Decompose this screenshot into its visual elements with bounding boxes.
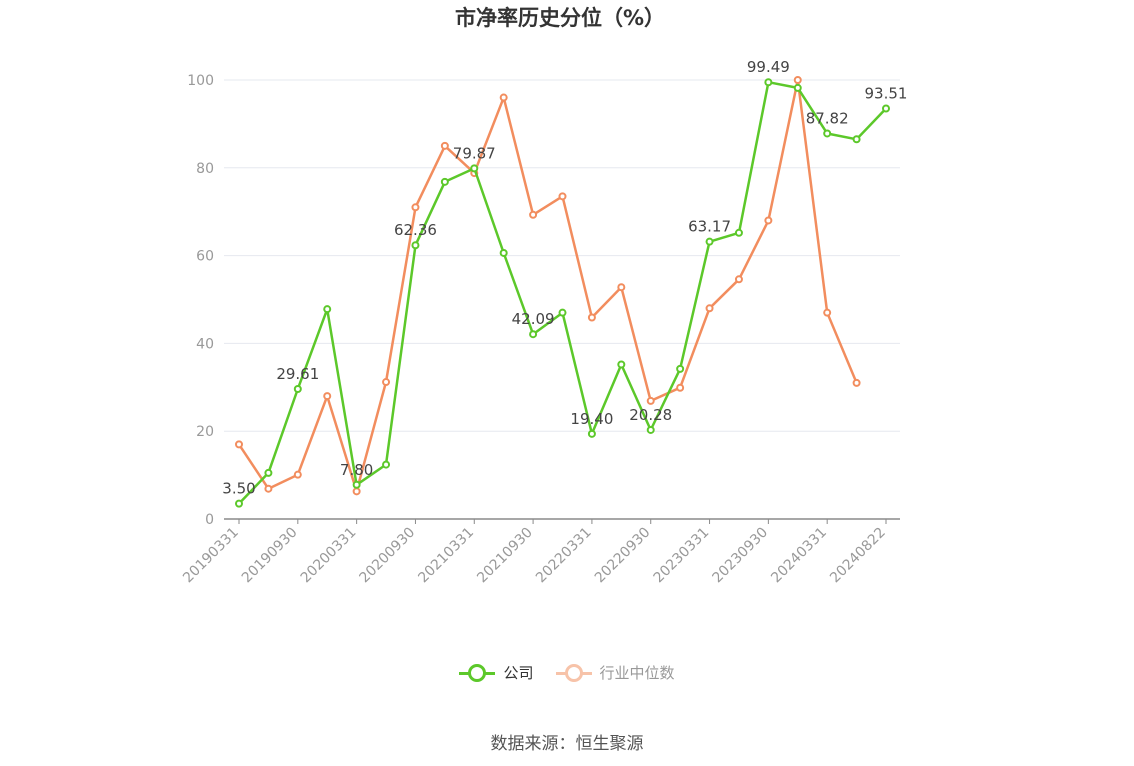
data-label-20200930: 62.36: [394, 221, 437, 239]
legend-item-company[interactable]: 公司: [459, 662, 534, 683]
legend-item-industry-median[interactable]: 行业中位数: [555, 662, 675, 683]
point-industry-median-20191231: [323, 392, 332, 401]
point-industry-median-20200630: [382, 378, 391, 387]
chart-title: 市净率历史分位（%）: [454, 6, 666, 30]
data-label-20240822: 93.51: [865, 84, 908, 102]
data-label-20200331: 7.80: [340, 461, 373, 479]
point-company-20201231: [440, 177, 449, 186]
point-industry-median-20220930: [646, 396, 655, 405]
point-industry-median-20220331: [587, 313, 596, 322]
point-industry-median-20190331: [235, 440, 243, 449]
point-company-20221231: [676, 364, 685, 373]
point-company-20190630: [264, 468, 273, 477]
point-industry-median-20221231: [676, 383, 685, 392]
legend-swatch-industry-median: [555, 663, 592, 682]
x-tick-label-20190930: 20190930: [239, 525, 301, 587]
point-company-20200630: [382, 460, 391, 469]
point-company-20240630: [852, 135, 861, 144]
point-industry-median-20230630: [734, 275, 743, 284]
point-company-20200331: [352, 480, 361, 489]
point-industry-median-20231231: [793, 76, 802, 84]
point-company-20210331: [470, 164, 479, 173]
point-company-20240822: [882, 104, 890, 113]
point-company-20230331: [705, 237, 714, 246]
point-company-20191231: [323, 305, 332, 314]
x-tick-label-20230331: 20230331: [651, 525, 713, 587]
y-tick-label-20: 20: [196, 424, 214, 440]
point-industry-median-20220630: [617, 283, 626, 292]
y-tick-label-0: 0: [205, 512, 214, 528]
point-industry-median-20200930: [411, 203, 420, 212]
x-tick-label-20210331: 20210331: [415, 525, 477, 587]
data-labels: 3.50 29.61 7.80 62.36 79.87 42.09 19.40 20.28 63…: [222, 58, 907, 497]
legend-label-company: 公司: [503, 664, 534, 682]
y-tick-label-100: 100: [187, 73, 214, 89]
data-source: 数据来源：恒生聚源: [490, 734, 644, 754]
point-company-20190930: [293, 385, 302, 394]
data-label-20240331: 87.82: [806, 109, 849, 127]
legend: 公司 行业中位数: [0, 662, 1134, 683]
point-company-20240331: [823, 129, 832, 138]
data-label-20220331: 19.40: [570, 410, 613, 428]
data-label-20210930: 42.09: [512, 310, 555, 328]
point-company-20210930: [529, 330, 538, 339]
point-industry-median-20190930: [293, 470, 302, 479]
series-lines: [235, 76, 890, 508]
x-tick-label-20200930: 20200930: [357, 525, 419, 587]
series-line-industry-median: [237, 78, 858, 493]
data-label-20190331: 3.50: [222, 480, 255, 498]
point-industry-median-20211231: [558, 192, 567, 201]
point-company-20200930: [411, 241, 420, 250]
y-tick-label-80: 80: [196, 161, 214, 177]
point-industry-median-20230331: [705, 304, 714, 313]
point-company-20220630: [617, 360, 626, 369]
x-tick-label-20240822: 20240822: [827, 525, 889, 587]
data-label-20220930: 20.28: [629, 406, 672, 424]
point-company-20230930: [764, 78, 773, 87]
legend-label-industry-median: 行业中位数: [599, 664, 675, 682]
point-company-20190331: [235, 499, 243, 508]
x-tick-label-20220331: 20220331: [533, 525, 595, 587]
x-tick-label-20230930: 20230930: [709, 525, 771, 587]
data-label-20230331: 63.17: [688, 218, 731, 236]
point-industry-median-20201231: [440, 141, 449, 150]
point-industry-median-20240331: [823, 308, 832, 317]
point-industry-median-20210930: [529, 210, 538, 219]
point-industry-median-20230930: [764, 216, 773, 225]
y-tick-label-40: 40: [196, 336, 214, 352]
point-company-20210630: [499, 248, 508, 257]
data-label-20190930: 29.61: [276, 365, 319, 383]
point-company-20231231: [793, 83, 802, 92]
series-line-company: [238, 80, 887, 505]
point-company-20230630: [734, 228, 743, 237]
x-tick-label-20200331: 20200331: [298, 525, 360, 587]
legend-swatch-company: [459, 663, 496, 682]
point-industry-median-20200331: [352, 487, 361, 496]
data-label-20230930: 99.49: [747, 58, 790, 76]
grid-lines: [224, 79, 900, 432]
point-company-20220331: [587, 429, 596, 438]
x-tick-label-20220930: 20220930: [592, 525, 654, 587]
point-industry-median-20190630: [264, 484, 273, 493]
data-label-20210331: 79.87: [453, 144, 496, 162]
point-industry-median-20240630: [852, 378, 861, 387]
x-tick-label-20210930: 20210930: [474, 525, 536, 587]
x-tick-label-20190331: 20190331: [180, 525, 242, 587]
x-tick-label-20240331: 20240331: [768, 525, 830, 587]
point-industry-median-20210630: [499, 93, 508, 102]
point-company-20220930: [646, 425, 655, 434]
point-company-20211231: [558, 308, 567, 317]
y-tick-label-60: 60: [196, 249, 214, 265]
